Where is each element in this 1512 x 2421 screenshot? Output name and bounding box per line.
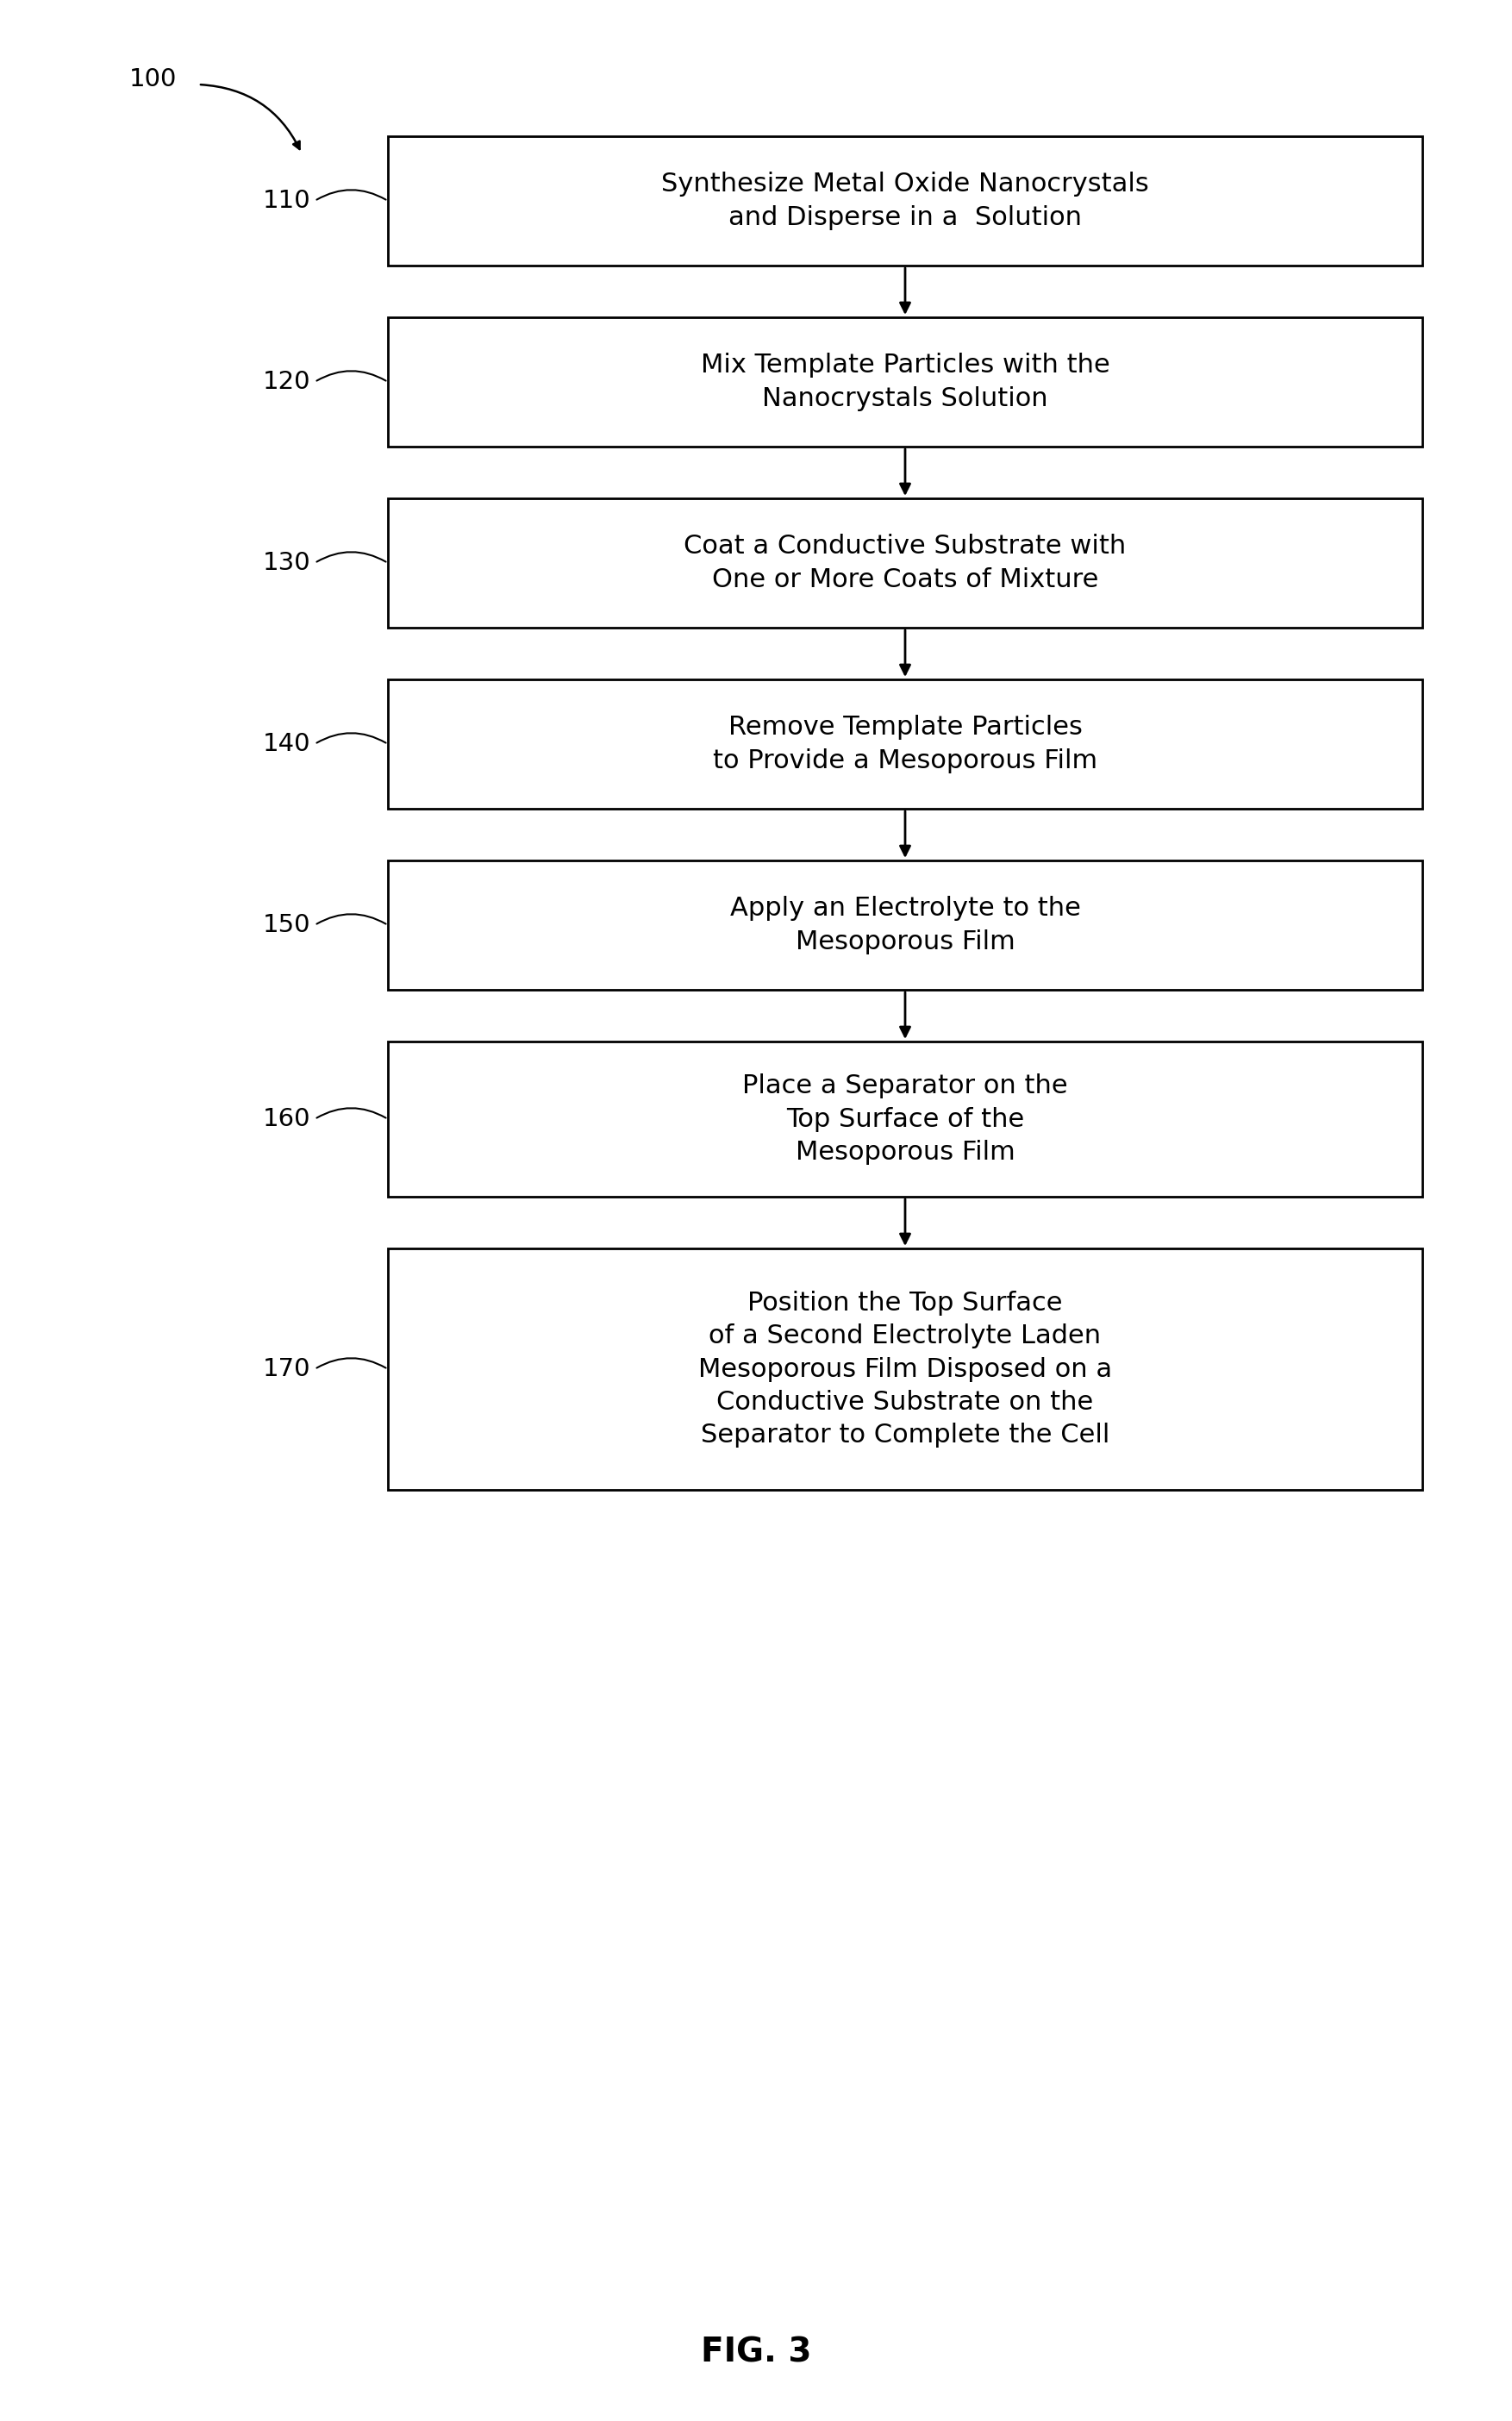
FancyArrowPatch shape (316, 370, 386, 380)
Bar (389, 317, 1423, 445)
Text: Synthesize Metal Oxide Nanocrystals
and Disperse in a  Solution: Synthesize Metal Oxide Nanocrystals and … (661, 172, 1149, 230)
FancyArrowPatch shape (201, 85, 299, 150)
Text: 120: 120 (263, 370, 310, 395)
Text: Apply an Electrolyte to the
Mesoporous Film: Apply an Electrolyte to the Mesoporous F… (730, 896, 1081, 954)
Text: 100: 100 (130, 68, 177, 92)
Text: Remove Template Particles
to Provide a Mesoporous Film: Remove Template Particles to Provide a M… (712, 714, 1098, 772)
FancyArrowPatch shape (316, 189, 386, 199)
Bar (389, 136, 1423, 266)
Text: Position the Top Surface
of a Second Electrolyte Laden
Mesoporous Film Disposed : Position the Top Surface of a Second Ele… (699, 1290, 1111, 1448)
Bar (389, 859, 1423, 990)
Text: FIG. 3: FIG. 3 (700, 2336, 812, 2368)
Text: 140: 140 (263, 731, 310, 755)
Text: 110: 110 (263, 189, 310, 213)
Text: Place a Separator on the
Top Surface of the
Mesoporous Film: Place a Separator on the Top Surface of … (742, 1073, 1067, 1165)
Bar (389, 1249, 1423, 1489)
Bar (389, 499, 1423, 627)
FancyArrowPatch shape (316, 1109, 386, 1119)
Text: 170: 170 (263, 1358, 310, 1382)
Bar (389, 1041, 1423, 1196)
FancyArrowPatch shape (316, 915, 386, 925)
Bar (389, 680, 1423, 809)
FancyArrowPatch shape (316, 1358, 386, 1368)
FancyArrowPatch shape (316, 734, 386, 743)
Text: 130: 130 (263, 552, 310, 576)
Text: Mix Template Particles with the
Nanocrystals Solution: Mix Template Particles with the Nanocrys… (700, 353, 1110, 412)
Text: Coat a Conductive Substrate with
One or More Coats of Mixture: Coat a Conductive Substrate with One or … (683, 535, 1126, 593)
FancyArrowPatch shape (316, 552, 386, 562)
Text: 150: 150 (263, 913, 310, 937)
Text: 160: 160 (263, 1106, 310, 1131)
